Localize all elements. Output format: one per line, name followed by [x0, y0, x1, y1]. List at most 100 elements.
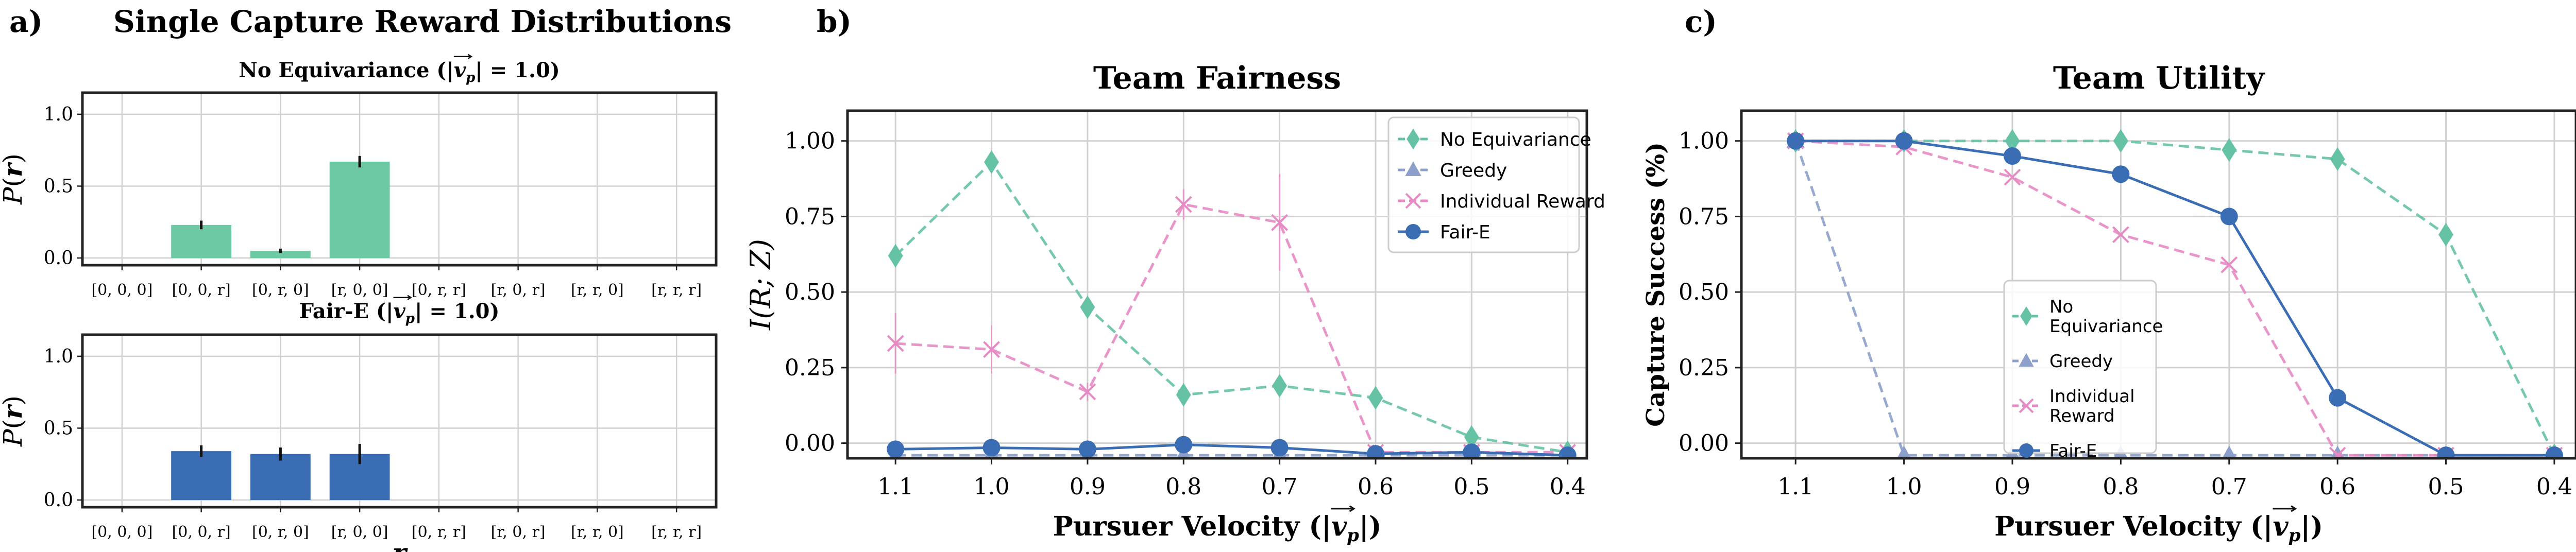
x-tick-label: [r, 0, r] [491, 523, 546, 541]
data-point [2112, 165, 2130, 183]
data-point [2329, 389, 2347, 407]
data-point [1897, 445, 1911, 458]
legend-marker [1405, 224, 1421, 239]
y-axis-label: P(r) [0, 395, 28, 447]
x-tick-label: 1.1 [1777, 474, 1814, 500]
legend-label: Fair-E [1440, 222, 1490, 243]
data-point [2438, 222, 2453, 247]
panel-a-title: Single Capture Reward Distributions [113, 4, 732, 39]
data-point [2112, 226, 2129, 244]
x-tick-label: [0, 0, 0] [91, 281, 152, 299]
x-tick-label: [0, r, r] [412, 281, 466, 299]
x-tick-label: 0.9 [1070, 474, 1106, 500]
data-point [1895, 132, 1913, 150]
data-point [2222, 138, 2237, 162]
plot-frame [1740, 109, 2576, 460]
plot-frame [81, 91, 718, 267]
x-tick-label: 0.8 [2103, 474, 2139, 500]
data-point [2329, 446, 2346, 458]
x-tick-label: 0.6 [2319, 474, 2355, 500]
vector-arrow-icon [1331, 505, 1355, 512]
bar-chart-title: No Equivariance (|vp| = 1.0) [239, 58, 560, 85]
series-line [1794, 140, 2554, 457]
data-point [1175, 436, 1193, 454]
legend-marker [2019, 443, 2033, 458]
y-axis-label: Capture Success (%) [1641, 142, 1670, 427]
data-point [984, 150, 999, 174]
x-tick-label: [0, r, r] [412, 523, 466, 541]
bar [171, 225, 232, 258]
data-point [2113, 129, 2128, 153]
x-tick-label: 0.7 [2211, 474, 2247, 500]
y-tick-label: 0.5 [44, 418, 73, 439]
data-point [1175, 196, 1192, 213]
data-point [983, 341, 1000, 358]
y-axis-label: P(r) [0, 153, 28, 205]
y-tick-label: 0.75 [1679, 203, 1729, 230]
legend-label: Greedy [1440, 160, 1507, 181]
data-point [1080, 295, 1095, 319]
data-point [1176, 383, 1191, 407]
data-point [887, 335, 904, 352]
y-axis-label: I(R; Z) [744, 239, 777, 331]
x-tick-label: 0.7 [1262, 474, 1298, 500]
vector-arrow-icon [453, 54, 473, 59]
bar [171, 451, 232, 501]
data-point [2003, 147, 2021, 165]
legend-label: Reward [2049, 406, 2115, 426]
y-tick-label: 0.0 [44, 490, 73, 511]
series-fair-e [887, 436, 1577, 458]
legend-label: Greedy [2049, 351, 2113, 372]
y-tick-label: 0.75 [785, 203, 835, 230]
bar [250, 454, 311, 501]
y-tick-label: 0.0 [44, 248, 73, 269]
legend-label: Individual Reward [1440, 191, 1605, 212]
y-tick-label: 1.00 [785, 128, 835, 154]
y-tick-label: 0.00 [785, 430, 835, 457]
y-tick-label: 0.25 [785, 355, 835, 381]
data-point [1078, 440, 1096, 458]
x-axis-label: Pursuer Velocity (|vp|) [1994, 511, 2323, 546]
x-tick-label: 0.6 [1358, 474, 1394, 500]
data-point [1787, 132, 1805, 150]
y-tick-label: 1.0 [44, 346, 73, 367]
data-point [2221, 256, 2238, 273]
data-point [1464, 425, 1479, 449]
x-tick-label: [r, r, r] [651, 281, 702, 299]
series-greedy [1786, 131, 2562, 458]
panel-a: a) Single Capture Reward Distributions No … [0, 4, 732, 552]
chart-title: Team Fairness [1093, 60, 1341, 96]
y-tick-label: 0.25 [1679, 355, 1729, 381]
x-tick-label: [0, r, 0] [252, 523, 309, 541]
data-point [1271, 214, 1289, 231]
vector-arrow-icon [2273, 505, 2297, 512]
data-point [887, 440, 905, 458]
panel-letter: c) [1685, 4, 1717, 39]
legend-label: No [2049, 297, 2073, 317]
x-tick-label: [r, 0, 0] [331, 523, 388, 541]
series-line [1795, 140, 2556, 456]
bar-chart: Fair-E (|vp| = 1.0) 0.0 0.5 1.0 [0, 0, 0] [0,… [0, 295, 718, 541]
x-tick-label: 1.1 [877, 474, 913, 500]
data-point [2004, 168, 2021, 186]
panel-letter: b) [817, 4, 852, 39]
x-axis-label: r [392, 538, 408, 552]
x-tick-label: 0.5 [2428, 474, 2464, 500]
x-tick-label: 0.5 [1453, 474, 1489, 500]
data-point [1558, 446, 1577, 458]
plot-area [887, 150, 1577, 458]
data-point [2220, 208, 2238, 226]
vector-arrow-icon [393, 295, 412, 300]
series-line [1795, 140, 2554, 457]
x-tick-label: 1.0 [974, 474, 1010, 500]
x-axis-label: Pursuer Velocity (|vp|) [1053, 511, 1382, 546]
data-point [1463, 443, 1481, 458]
data-point [2545, 446, 2563, 458]
x-tick-label: [0, 0, r] [172, 281, 231, 299]
legend-marker [1405, 193, 1421, 209]
x-tick-label: 1.0 [1886, 474, 1922, 500]
x-tick-label: [r, r, 0] [571, 281, 624, 299]
data-point [2222, 445, 2236, 458]
y-tick-label: 1.0 [44, 104, 73, 125]
legend-marker [2019, 398, 2034, 413]
